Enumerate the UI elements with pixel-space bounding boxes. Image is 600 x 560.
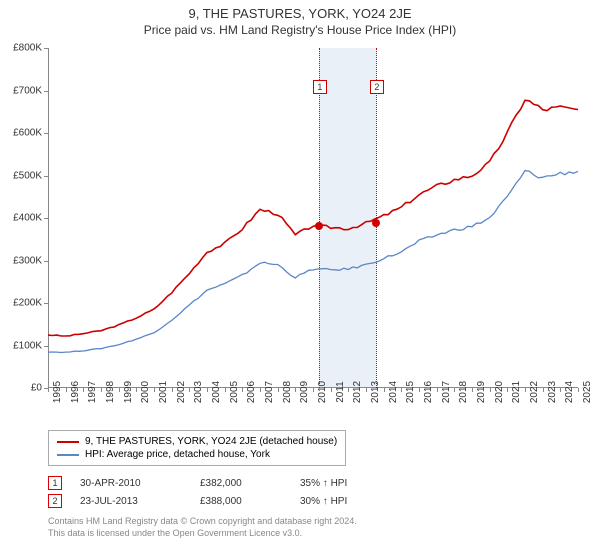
x-tick-mark	[225, 388, 226, 392]
event-marker-icon: 2	[370, 80, 384, 94]
x-tick-mark	[525, 388, 526, 392]
x-tick-mark	[366, 388, 367, 392]
x-tick-mark	[490, 388, 491, 392]
x-tick-mark	[295, 388, 296, 392]
sale-point-icon	[315, 222, 323, 230]
x-tick-mark	[66, 388, 67, 392]
x-tick-label: 2025	[582, 381, 593, 403]
x-tick-mark	[154, 388, 155, 392]
x-tick-mark	[560, 388, 561, 392]
x-tick-mark	[278, 388, 279, 392]
sale-delta: 35% ↑ HPI	[300, 478, 400, 489]
x-tick-mark	[437, 388, 438, 392]
legend-label: HPI: Average price, detached house, York	[85, 449, 270, 460]
y-tick-label: £700K	[13, 85, 42, 96]
y-tick-label: £0	[31, 383, 42, 394]
legend-item: HPI: Average price, detached house, York	[57, 448, 337, 461]
x-tick-mark	[313, 388, 314, 392]
chart-title: 9, THE PASTURES, YORK, YO24 2JE	[0, 0, 600, 21]
y-tick-label: £500K	[13, 170, 42, 181]
legend-item: 9, THE PASTURES, YORK, YO24 2JE (detache…	[57, 435, 337, 448]
series-line-property	[48, 100, 578, 336]
sale-date: 23-JUL-2013	[80, 496, 200, 507]
legend-swatch	[57, 441, 79, 443]
x-tick-mark	[242, 388, 243, 392]
series-line-hpi	[48, 171, 578, 353]
table-row: 1 30-APR-2010 £382,000 35% ↑ HPI	[48, 474, 400, 492]
y-tick-label: £200K	[13, 298, 42, 309]
x-tick-mark	[578, 388, 579, 392]
x-tick-mark	[136, 388, 137, 392]
table-row: 2 23-JUL-2013 £388,000 30% ↑ HPI	[48, 492, 400, 510]
y-tick-label: £800K	[13, 43, 42, 54]
chart-subtitle: Price paid vs. HM Land Registry's House …	[0, 21, 600, 41]
x-tick-mark	[419, 388, 420, 392]
y-tick-label: £300K	[13, 255, 42, 266]
x-tick-mark	[472, 388, 473, 392]
x-tick-mark	[101, 388, 102, 392]
x-tick-mark	[331, 388, 332, 392]
x-tick-mark	[348, 388, 349, 392]
x-tick-mark	[48, 388, 49, 392]
y-tick-label: £400K	[13, 213, 42, 224]
legend-swatch	[57, 454, 79, 456]
footer-attribution: Contains HM Land Registry data © Crown c…	[48, 516, 357, 539]
sale-delta: 30% ↑ HPI	[300, 496, 400, 507]
x-tick-mark	[543, 388, 544, 392]
x-tick-mark	[260, 388, 261, 392]
legend-label: 9, THE PASTURES, YORK, YO24 2JE (detache…	[85, 436, 337, 447]
chart-container: 9, THE PASTURES, YORK, YO24 2JE Price pa…	[0, 0, 600, 560]
x-tick-mark	[189, 388, 190, 392]
x-tick-mark	[454, 388, 455, 392]
legend-box: 9, THE PASTURES, YORK, YO24 2JE (detache…	[48, 430, 346, 466]
x-tick-mark	[83, 388, 84, 392]
sale-marker-icon: 1	[48, 476, 62, 490]
sales-table: 1 30-APR-2010 £382,000 35% ↑ HPI 2 23-JU…	[48, 474, 400, 510]
x-tick-mark	[401, 388, 402, 392]
sale-date: 30-APR-2010	[80, 478, 200, 489]
x-tick-mark	[207, 388, 208, 392]
x-tick-mark	[172, 388, 173, 392]
sale-marker-icon: 2	[48, 494, 62, 508]
sale-point-icon	[372, 219, 380, 227]
sale-price: £388,000	[200, 496, 300, 507]
event-marker-icon: 1	[313, 80, 327, 94]
x-tick-mark	[384, 388, 385, 392]
line-series-svg	[48, 48, 578, 388]
sale-price: £382,000	[200, 478, 300, 489]
chart-area: £0£100K£200K£300K£400K£500K£600K£700K£80…	[48, 48, 578, 388]
y-tick-label: £600K	[13, 128, 42, 139]
y-tick-label: £100K	[13, 340, 42, 351]
x-tick-mark	[507, 388, 508, 392]
x-tick-mark	[119, 388, 120, 392]
footer-line: This data is licensed under the Open Gov…	[48, 528, 357, 540]
footer-line: Contains HM Land Registry data © Crown c…	[48, 516, 357, 528]
